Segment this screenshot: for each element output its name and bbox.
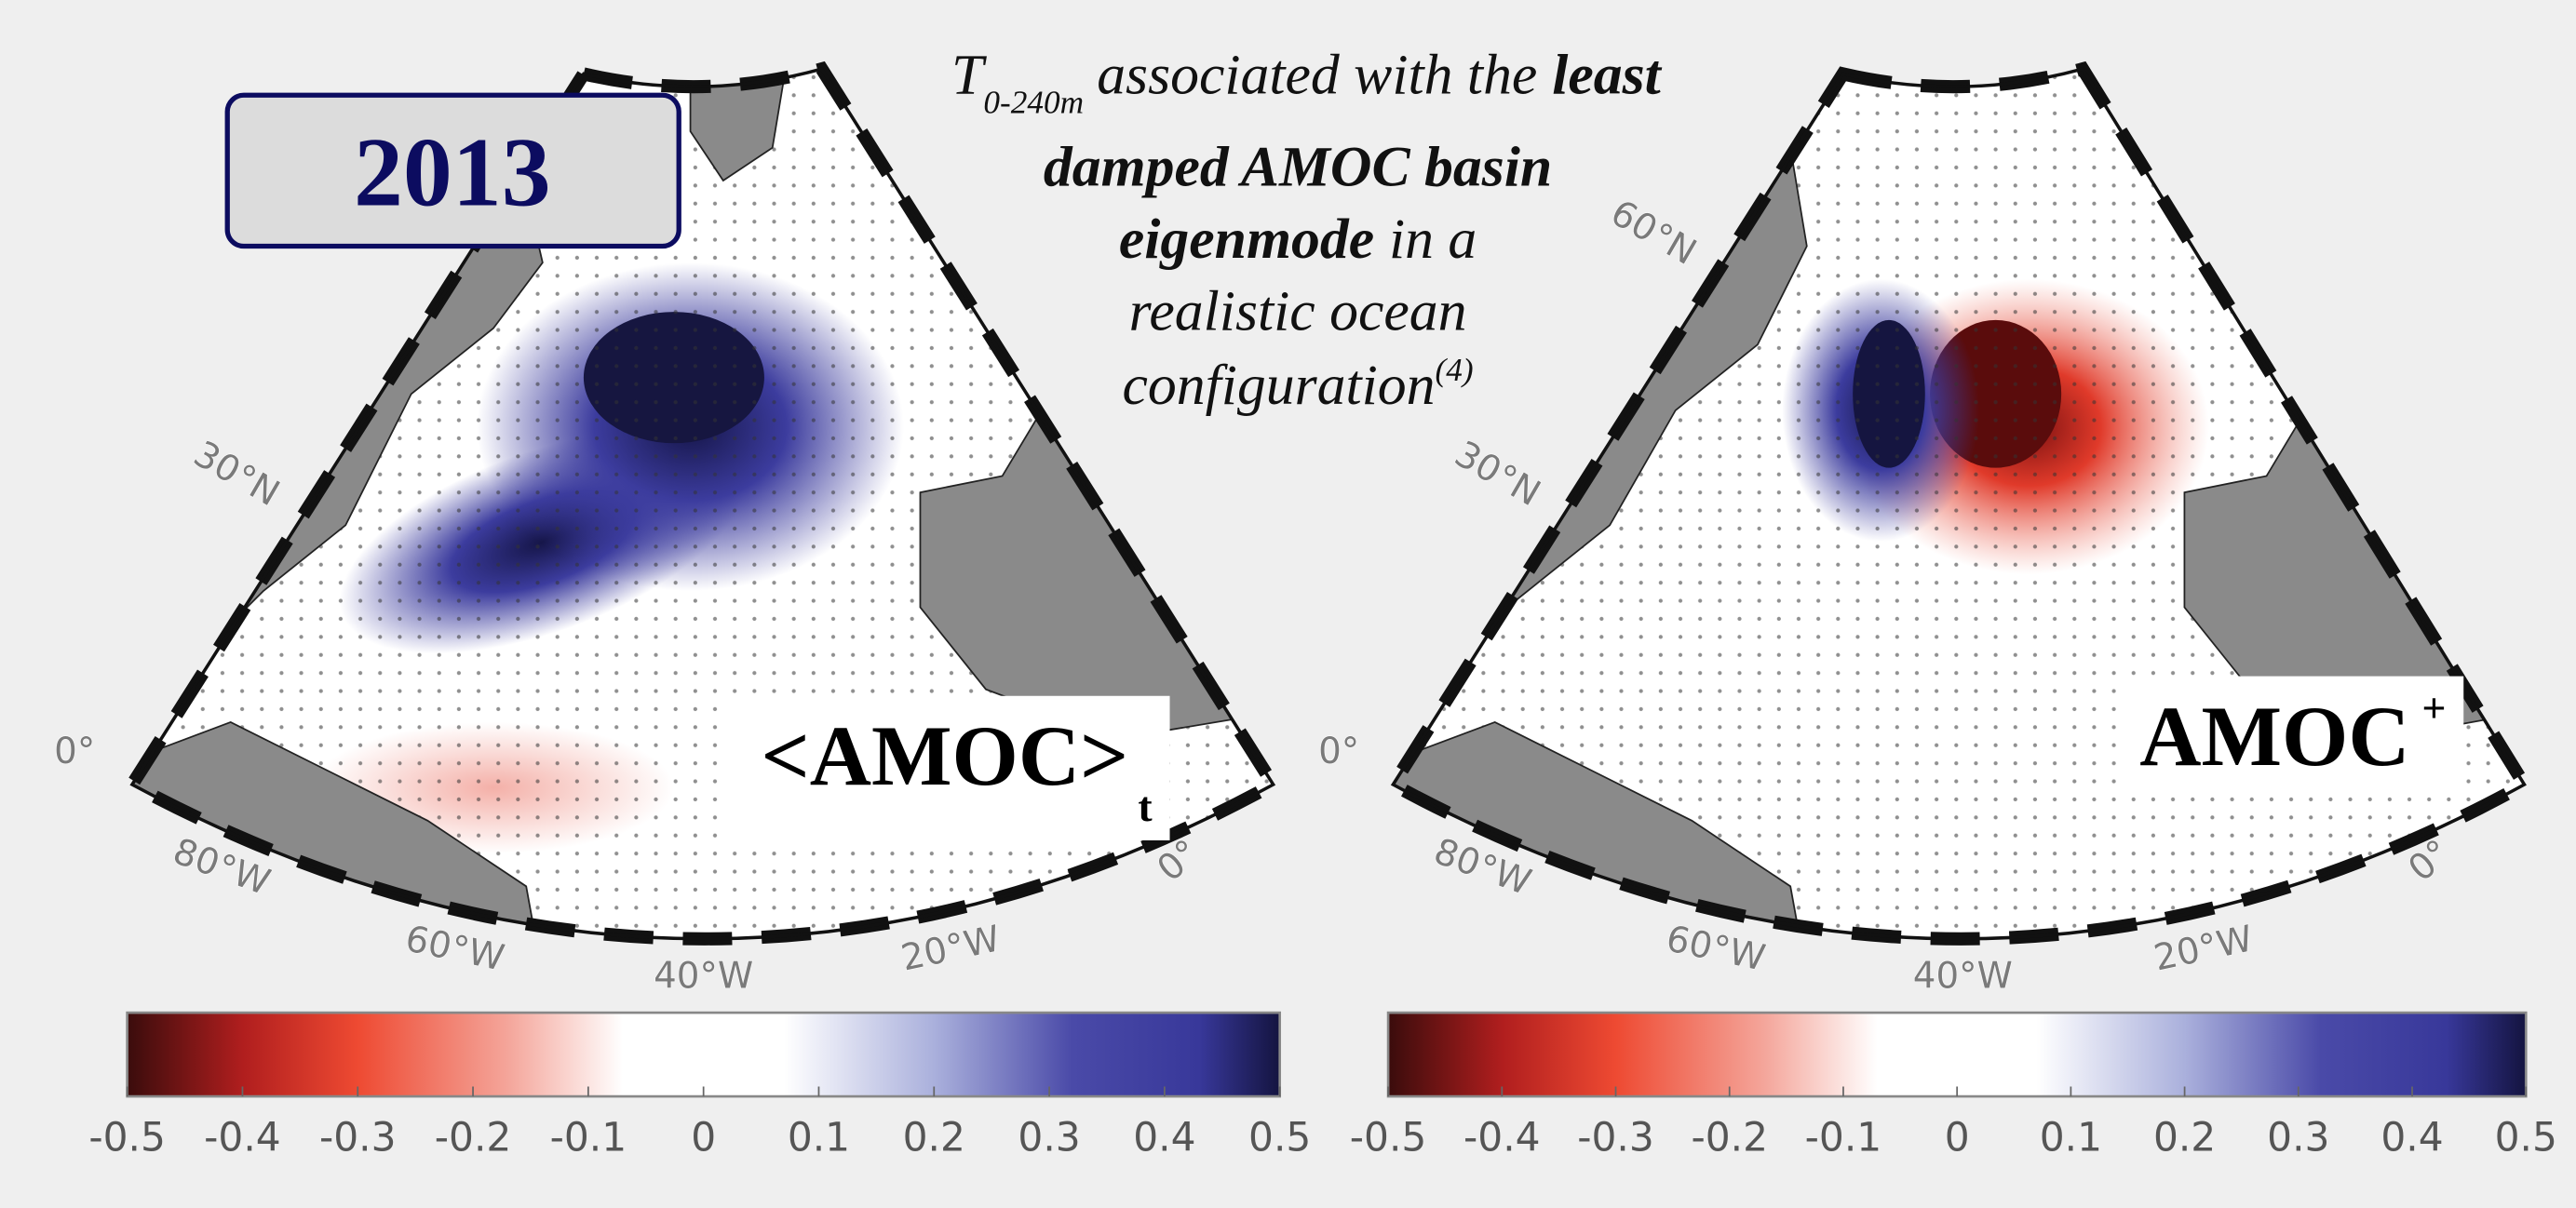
colorbar-tick-label: 0.4 bbox=[2380, 1114, 2443, 1160]
colorbar-tick-label: 0.3 bbox=[1018, 1114, 1080, 1160]
title-line: realistic ocean bbox=[1129, 279, 1467, 342]
title-text: in a bbox=[1389, 208, 1477, 271]
colorbar-tick-label: 0.5 bbox=[2495, 1114, 2557, 1160]
colorbar-tick-label: -0.5 bbox=[88, 1114, 166, 1160]
title-line: eigenmode in a bbox=[1119, 208, 1477, 271]
colorbar-tick-label: 0.5 bbox=[1248, 1114, 1311, 1160]
panel-label: AMOC bbox=[2139, 689, 2409, 784]
colorbar-tick-label: 0.1 bbox=[2040, 1114, 2102, 1160]
colorbar-tick-label: 0.3 bbox=[2267, 1114, 2329, 1160]
map-frame bbox=[1390, 67, 2527, 941]
year-badge-text: 2013 bbox=[354, 117, 551, 226]
title-text: eigenmode bbox=[1119, 208, 1374, 271]
colorbar-tick-label: -0.1 bbox=[1805, 1114, 1882, 1160]
geo-label: 30°N bbox=[186, 434, 286, 516]
colorbar-tick-label: 0 bbox=[1945, 1114, 1970, 1160]
geo-label: 20°W bbox=[897, 918, 1004, 979]
panel-label: <AMOC> bbox=[762, 708, 1129, 803]
colorbar-tick-label: 0 bbox=[691, 1114, 716, 1160]
colorbar-tick-label: -0.5 bbox=[1350, 1114, 1427, 1160]
colorbar-tick-label: -0.2 bbox=[1691, 1114, 1768, 1160]
label-box bbox=[722, 695, 1170, 840]
panel-label-superscript: + bbox=[2421, 684, 2446, 732]
title-line: damped AMOC basin bbox=[1044, 135, 1552, 198]
colorbar-tick-label: 0.4 bbox=[1133, 1114, 1195, 1160]
title-text: configuration bbox=[1123, 354, 1436, 417]
title-text: least bbox=[1552, 44, 1662, 107]
title-line: T0-240m associated with the least bbox=[951, 44, 1663, 121]
geo-label: 20°W bbox=[2151, 918, 2257, 979]
geo-label: 40°W bbox=[654, 956, 753, 998]
year-badge bbox=[224, 92, 681, 249]
colorbar-tick-label: -0.4 bbox=[1463, 1114, 1541, 1160]
map-frame bbox=[129, 67, 1276, 941]
colorbar-tick-label: -0.4 bbox=[204, 1114, 281, 1160]
colorbar-tick-label: -0.2 bbox=[435, 1114, 512, 1160]
geo-label: 60°W bbox=[1663, 918, 1769, 979]
geo-label: 60°W bbox=[401, 918, 507, 979]
title-footnote: (4) bbox=[1436, 352, 1474, 388]
colorbar-tick-label: -0.3 bbox=[319, 1114, 397, 1160]
title-text: associated with the bbox=[1097, 44, 1537, 107]
geo-label: 0° bbox=[1318, 731, 1359, 772]
colorbar-tick-label: 0.2 bbox=[903, 1114, 965, 1160]
panel-label-subscript: t bbox=[1138, 783, 1153, 830]
colorbar-tick-label: 0.1 bbox=[788, 1114, 850, 1160]
title-line: configuration(4) bbox=[1123, 352, 1474, 417]
colorbar-tick-label: -0.1 bbox=[550, 1114, 627, 1160]
title-symbol: T bbox=[951, 44, 987, 107]
geo-label: 60°N bbox=[1603, 192, 1703, 274]
colorbar bbox=[1386, 1011, 2528, 1098]
geo-label: 30°N bbox=[1448, 434, 1547, 516]
colorbars: -0.5 -0.4 -0.3 -0.2 -0.1 0 0.1 0.2 0.3 0.4 0.5 -0.5… bbox=[88, 1011, 2557, 1160]
geo-label: 0° bbox=[54, 731, 95, 772]
title-subscript: 0-240m bbox=[983, 85, 1084, 121]
label-box bbox=[2118, 676, 2464, 792]
colorbar bbox=[126, 1011, 1282, 1098]
geo-label: 40°W bbox=[1913, 956, 2013, 998]
colorbar-tick-label: -0.3 bbox=[1577, 1114, 1654, 1160]
colorbar-tick-label: 0.2 bbox=[2153, 1114, 2216, 1160]
